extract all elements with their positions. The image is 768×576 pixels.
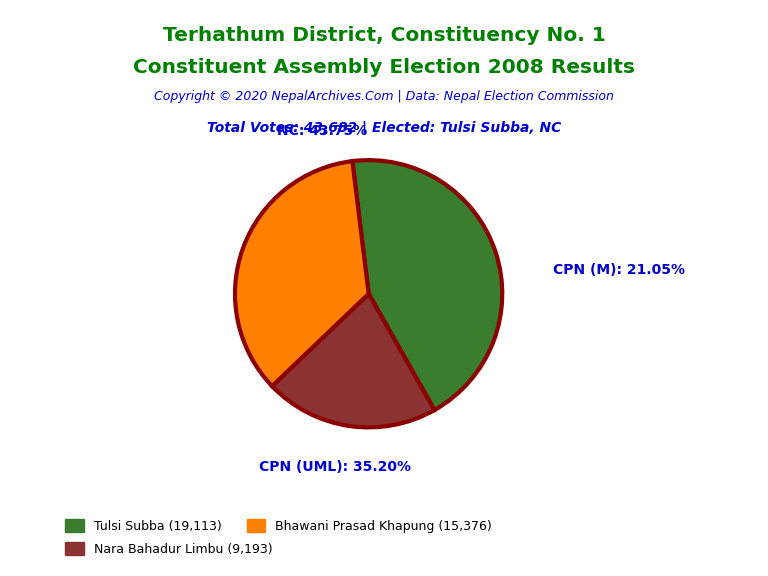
Wedge shape [235, 161, 369, 386]
Text: Copyright © 2020 NepalArchives.Com | Data: Nepal Election Commission: Copyright © 2020 NepalArchives.Com | Dat… [154, 90, 614, 104]
Wedge shape [272, 294, 435, 427]
Wedge shape [353, 160, 502, 410]
Legend: Nara Bahadur Limbu (9,193): Nara Bahadur Limbu (9,193) [60, 537, 277, 561]
Text: CPN (UML): 35.20%: CPN (UML): 35.20% [260, 460, 411, 475]
Text: NC: 43.75%: NC: 43.75% [276, 124, 367, 138]
Text: Terhathum District, Constituency No. 1: Terhathum District, Constituency No. 1 [163, 26, 605, 45]
Text: Total Votes: 43,682 | Elected: Tulsi Subba, NC: Total Votes: 43,682 | Elected: Tulsi Sub… [207, 121, 561, 135]
Legend: Tulsi Subba (19,113), Bhawani Prasad Khapung (15,376): Tulsi Subba (19,113), Bhawani Prasad Kha… [60, 514, 497, 538]
Text: Constituent Assembly Election 2008 Results: Constituent Assembly Election 2008 Resul… [133, 58, 635, 77]
Text: CPN (M): 21.05%: CPN (M): 21.05% [553, 263, 685, 276]
